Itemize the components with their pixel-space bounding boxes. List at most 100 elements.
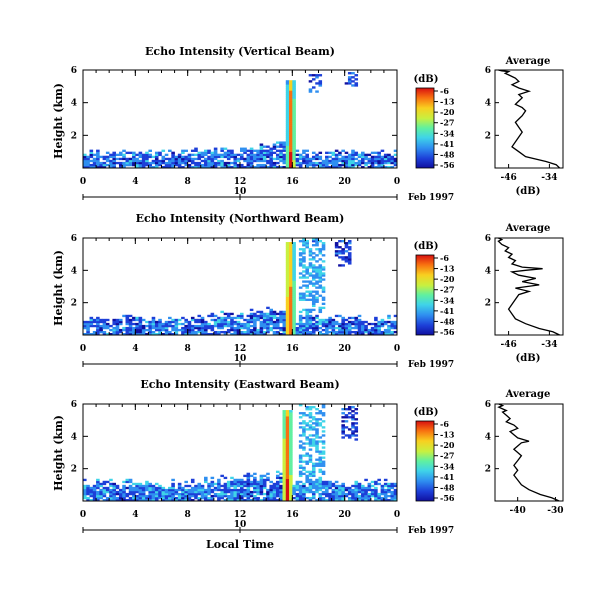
heatmap-cell (109, 498, 113, 502)
heatmap-cell (357, 488, 362, 492)
heatmap-cell (298, 490, 303, 494)
heatmap-cell (230, 151, 234, 155)
heatmap-cell (311, 406, 316, 409)
heatmap-cell (275, 474, 280, 478)
heatmap-cell (318, 318, 323, 322)
heatmap-cell (266, 153, 270, 157)
heatmap-cell (347, 248, 352, 251)
colorbar-tick-label: -56 (440, 327, 455, 337)
heatmap-cell (292, 278, 296, 281)
heatmap-cell (190, 330, 195, 334)
heatmap-cell (315, 424, 319, 427)
heatmap-cell (148, 161, 152, 165)
heatmap-cell (151, 159, 156, 163)
heatmap-cell (311, 482, 316, 486)
heatmap-cell (315, 418, 319, 421)
heatmap-cell (311, 444, 316, 447)
heatmap-cell (387, 157, 391, 161)
heatmap-cell (115, 486, 120, 490)
heatmap-cell (279, 484, 283, 488)
heatmap-cell (298, 316, 303, 320)
heatmap-cell (298, 488, 303, 492)
heatmap-cell (220, 494, 224, 498)
heatmap-cell (315, 296, 319, 299)
heatmap-cell (311, 161, 316, 165)
heatmap-cell (138, 318, 143, 322)
heatmap-cell (321, 165, 326, 169)
heatmap-cell (275, 161, 280, 165)
heatmap-cell (230, 149, 234, 152)
heatmap-cell (92, 165, 97, 169)
heatmap-cell (141, 153, 146, 157)
heatmap-cell (344, 258, 349, 261)
heatmap-cell (321, 426, 326, 429)
heatmap-cell (308, 474, 313, 478)
heatmap-cell (128, 314, 133, 318)
heatmap-cell (204, 494, 208, 498)
heatmap-cell (315, 274, 319, 277)
heatmap-cell (200, 151, 205, 155)
heatmap-cell (246, 476, 251, 480)
heatmap-cell (325, 498, 329, 502)
heatmap-cell (249, 332, 254, 336)
heatmap-cell (253, 498, 257, 502)
heatmap-cell (112, 163, 117, 167)
heatmap-cell (289, 440, 293, 443)
heatmap-panel-northward: Echo Intensity (Northward Beam) Height (… (52, 212, 455, 370)
heatmap-cell (289, 163, 293, 167)
heatmap-cell (305, 474, 309, 478)
heatmap-cell (282, 468, 287, 471)
heatmap-cell (315, 316, 319, 320)
heatmap-cell (207, 484, 211, 488)
heatmap-cell (204, 492, 208, 496)
heatmap-cell (302, 494, 306, 498)
heatmap-cell (292, 244, 296, 247)
heatmap-cell (387, 486, 391, 490)
heatmap-cell (318, 280, 323, 283)
heatmap-cell (154, 498, 159, 502)
heatmap-cell (308, 330, 313, 334)
heatmap-cell (285, 452, 290, 455)
heatmap-cell (298, 492, 303, 496)
heatmap-cell (298, 318, 303, 322)
heatmap-cell (334, 244, 339, 247)
heatmap-cell (305, 159, 309, 163)
heatmap-cell (243, 488, 247, 492)
heatmap-cell (272, 314, 277, 318)
heatmap-cell (282, 464, 287, 467)
heatmap-cell (318, 163, 323, 167)
heatmap-cell (364, 153, 368, 157)
heatmap-cell (118, 490, 123, 494)
heatmap-cell (311, 284, 316, 287)
heatmap-cell (374, 165, 378, 169)
heatmap-cell (289, 268, 293, 271)
heatmap-cell (285, 466, 290, 469)
heatmap-cell (128, 492, 133, 496)
heatmap-cell (253, 322, 257, 326)
heatmap-cell (217, 153, 221, 157)
heatmap-cell (311, 252, 316, 255)
x-tick-label: 0 (80, 344, 86, 354)
heatmap-cell (148, 482, 152, 486)
heatmap-cell (292, 484, 296, 488)
heatmap-cell (109, 492, 113, 496)
heatmap-cell (177, 322, 182, 326)
heatmap-cell (285, 314, 290, 318)
heatmap-cell (249, 482, 254, 486)
heatmap-cell (83, 322, 87, 326)
heatmap-cell (223, 163, 228, 167)
heatmap-cell (285, 137, 290, 140)
heatmap-cell (269, 318, 274, 322)
heatmap-cell (289, 104, 293, 108)
heatmap-cell (223, 492, 228, 496)
heatmap-cell (289, 458, 293, 461)
heatmap-cell (289, 420, 293, 423)
heatmap-cell (282, 456, 287, 459)
heatmap-cell (351, 418, 355, 421)
heatmap-cell (302, 242, 306, 245)
heatmap-cell (105, 157, 110, 161)
heatmap-cell (321, 286, 326, 289)
heatmap-cell (331, 490, 336, 494)
heatmap-cell (338, 153, 342, 157)
heatmap-cell (171, 328, 175, 332)
